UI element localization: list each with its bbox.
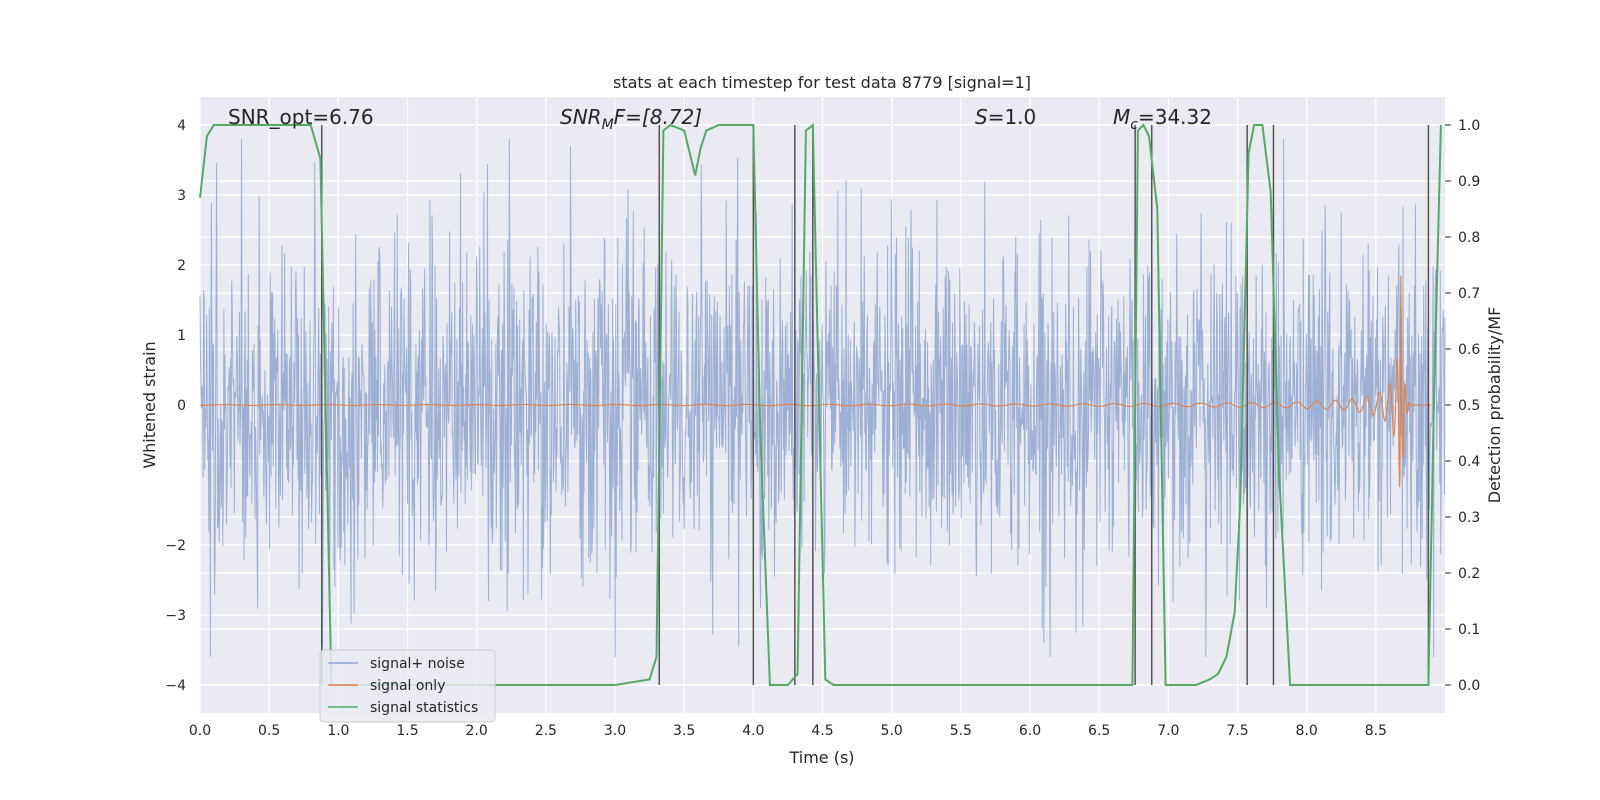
y-left-tick-label: −3 (165, 608, 186, 624)
y-left-tick-label: 2 (177, 258, 186, 274)
y-right-tick-label: 1.0 (1458, 118, 1480, 134)
signal-line (200, 275, 1432, 488)
y-right-tick-label: 0.8 (1458, 230, 1480, 246)
x-tick-label: 8.5 (1365, 723, 1387, 739)
x-tick-label: 7.5 (1226, 723, 1248, 739)
y-right-tick-labels: 1.0 0.9 0.8 0.7 0.6 0.5 0.4 0.3 0.2 0.1 0.0 (1445, 118, 1480, 694)
x-tick-label: 3.5 (673, 723, 695, 739)
chart-title: stats at each timestep for test data 877… (613, 73, 1031, 92)
x-tick-label: 1.5 (396, 723, 418, 739)
y-left-tick-label: −4 (165, 678, 186, 694)
x-tick-label: 3.0 (604, 723, 626, 739)
x-tick-label: 6.0 (1019, 723, 1041, 739)
y-right-tick-label: 0.5 (1458, 398, 1480, 414)
x-tick-label: 8.0 (1296, 723, 1318, 739)
y-left-tick-label: 4 (177, 118, 186, 134)
annotation-mc-sub: c (1130, 117, 1138, 133)
y-left-tick-label: 3 (177, 188, 186, 204)
x-tick-label: 2.0 (466, 723, 488, 739)
signal-only-series (200, 275, 1432, 488)
annotation-mc: Mc=34.32 (1113, 105, 1212, 133)
annotation-snr-mf: SNRMF=[8.72] (560, 105, 702, 133)
x-tick-label: 0.0 (189, 723, 211, 739)
x-tick-label: 5.5 (950, 723, 972, 739)
x-tick-label: 1.0 (327, 723, 349, 739)
annotation-s: S=1.0 (975, 105, 1036, 129)
y-right-tick-label: 0.3 (1458, 510, 1480, 526)
x-axis-label: Time (s) (788, 748, 854, 767)
x-tick-label: 5.0 (881, 723, 903, 739)
annotation-mc-value: =34.32 (1138, 105, 1212, 129)
annotation-mc-var: M (1113, 105, 1130, 129)
y-right-tick-label: 0.0 (1458, 678, 1480, 694)
y-right-tick-label: 0.2 (1458, 566, 1480, 582)
legend-label-noise: signal+ noise (370, 656, 465, 672)
annotation-snr-opt: SNR_opt=6.76 (228, 105, 374, 129)
y-right-tick-label: 0.1 (1458, 622, 1480, 638)
signal-noise-series (199, 138, 1446, 658)
x-tick-label: 4.0 (742, 723, 764, 739)
legend: signal+ noise signal only signal statist… (319, 649, 496, 723)
x-tick-label: 7.0 (1157, 723, 1179, 739)
annotation-s-var: S (975, 105, 988, 129)
annotation-snr-mf-value: F=[8.72] (614, 105, 702, 129)
legend-box (319, 649, 496, 723)
annotation-snr-mf-sub: M (602, 117, 614, 133)
noise-line (199, 138, 1446, 658)
x-tick-label: 4.5 (811, 723, 833, 739)
y-axis-label-right: Detection probability/MF (1485, 307, 1504, 504)
y-left-tick-label: −2 (165, 538, 186, 554)
y-left-tick-label: 1 (177, 328, 186, 344)
x-tick-label: 6.5 (1088, 723, 1110, 739)
x-tick-labels: 0.0 0.5 1.0 1.5 2.0 2.5 3.0 3.5 4.0 4.5 5.0 5.5 6.0 6… (189, 723, 1387, 739)
y-right-tick-label: 0.7 (1458, 286, 1480, 302)
y-right-tick-label: 0.6 (1458, 342, 1480, 358)
y-axis-label-left: Whitened strain (140, 341, 159, 468)
annotation-snr-mf-var: SNR (560, 105, 602, 129)
legend-label-signal: signal only (370, 678, 445, 694)
y-left-tick-labels: 4 3 2 1 0 −2 −3 −4 (165, 118, 186, 694)
annotation-s-value: =1.0 (988, 105, 1037, 129)
y-right-tick-label: 0.9 (1458, 174, 1480, 190)
legend-label-stats: signal statistics (370, 700, 478, 716)
x-tick-label: 0.5 (258, 723, 280, 739)
x-tick-label: 2.5 (535, 723, 557, 739)
y-right-tick-label: 0.4 (1458, 454, 1480, 470)
y-left-tick-label: 0 (177, 398, 186, 414)
